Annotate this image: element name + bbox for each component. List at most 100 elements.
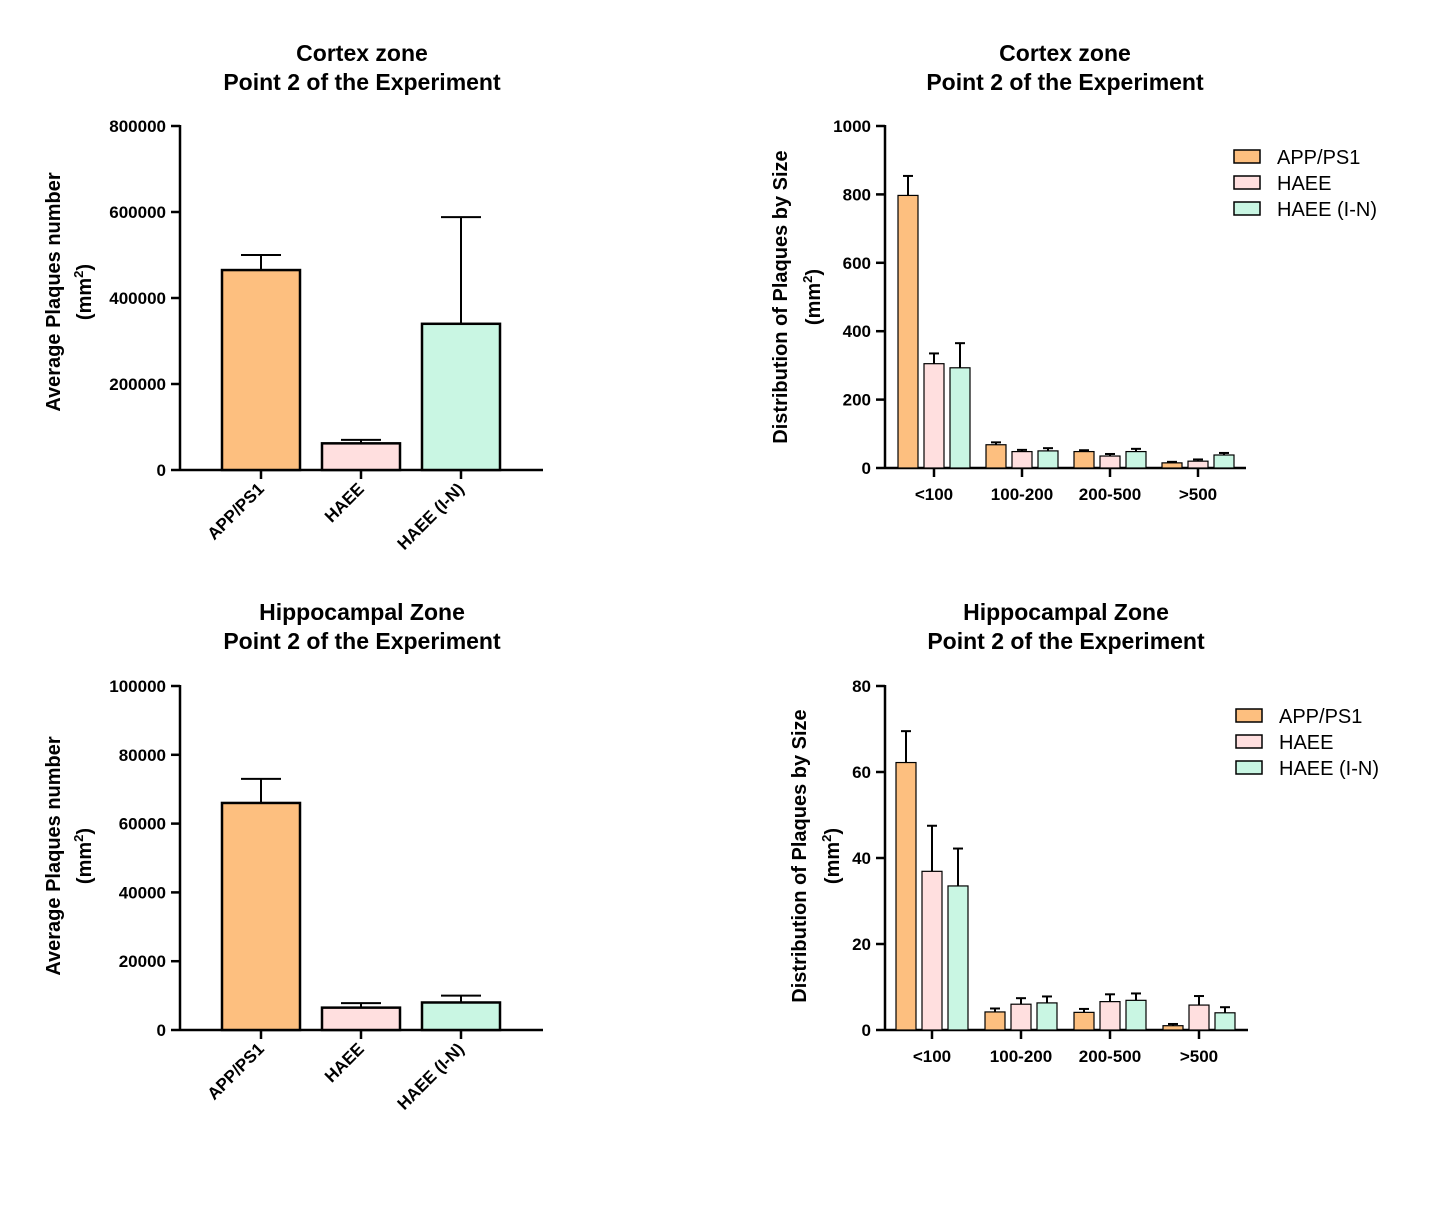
y-axis-label: Distribution of Plaques by Size	[789, 709, 811, 1002]
y-axis-unit-superscript: 2	[800, 276, 815, 283]
x-tick-label: APP/PS1	[204, 479, 268, 543]
y-axis-unit: (mm2)	[800, 269, 825, 325]
bar	[1073, 1011, 1095, 1031]
y-axis-unit-superscript: 2	[71, 835, 86, 842]
chart-title-line-2: Point 2 of the Experiment	[223, 628, 501, 654]
y-tick-label: 400000	[109, 289, 166, 308]
y-tick-label: 400	[843, 322, 871, 341]
bar	[320, 442, 402, 472]
chart-panel-2: Cortex zone Point 2 of the Experiment Dist…	[770, 40, 1377, 504]
bar	[949, 367, 971, 469]
y-tick-label: 200000	[109, 375, 166, 394]
chart-panel-1: Cortex zone Point 2 of the Experiment Aver…	[43, 40, 543, 554]
x-tick-label: 100-200	[991, 485, 1053, 504]
y-tick-label: 200	[843, 391, 871, 410]
y-axis-unit-close: )	[803, 269, 825, 276]
bar	[923, 363, 945, 469]
y-tick-label: 20000	[119, 952, 166, 971]
x-tick-label: HAEE	[321, 479, 368, 526]
bar	[984, 1011, 1006, 1031]
chart-title-line-1: Cortex zone	[296, 40, 428, 66]
x-tick-label: HAEE	[321, 1039, 368, 1086]
y-tick-label: 800000	[109, 117, 166, 136]
legend-label: HAEE	[1279, 732, 1333, 754]
x-tick-label: 200-500	[1079, 1047, 1141, 1066]
x-tick-label: HAEE (I-N)	[394, 1039, 468, 1113]
bar	[1036, 1002, 1058, 1031]
bar	[1214, 1012, 1236, 1031]
bar	[985, 444, 1007, 469]
x-tick-label: HAEE (I-N)	[394, 479, 468, 553]
bar	[220, 801, 302, 1032]
y-tick-label: 60000	[119, 815, 166, 834]
legend-swatch	[1233, 149, 1261, 164]
bar	[1073, 450, 1095, 469]
y-tick-label: 80	[852, 677, 871, 696]
x-tick-label: 200-500	[1079, 485, 1141, 504]
bar	[895, 761, 917, 1031]
y-tick-label: 0	[862, 1021, 871, 1040]
y-tick-label: 600	[843, 254, 871, 273]
bar	[1162, 1025, 1184, 1031]
y-axis-unit-text: (mm	[822, 842, 844, 884]
y-tick-label: 0	[157, 1021, 166, 1040]
y-tick-label: 0	[862, 459, 871, 478]
y-axis-unit: (mm2)	[819, 828, 844, 884]
chart-title-line-1: Cortex zone	[999, 40, 1131, 66]
chart-title-line-2: Point 2 of the Experiment	[927, 628, 1205, 654]
bar	[1037, 450, 1059, 469]
bar	[921, 870, 943, 1031]
chart-title-line-1: Hippocampal Zone	[259, 599, 465, 625]
bar	[420, 322, 502, 472]
bar	[947, 885, 969, 1031]
y-axis-unit-close: )	[74, 828, 96, 835]
legend-label: HAEE (I-N)	[1277, 199, 1377, 221]
chart-panel-4: Hippocampal Zone Point 2 of the Experimen…	[789, 599, 1379, 1066]
y-axis-unit-superscript: 2	[819, 835, 834, 842]
bar	[1125, 450, 1147, 469]
y-axis-unit-text: (mm	[74, 278, 96, 320]
legend-label: HAEE	[1277, 173, 1331, 195]
y-tick-label: 1000	[833, 117, 871, 136]
legend-swatch	[1233, 175, 1261, 190]
y-tick-label: 60	[852, 763, 871, 782]
y-axis-unit-text: (mm	[74, 842, 96, 884]
y-axis-label: Distribution of Plaques by Size	[770, 150, 792, 443]
y-axis-label: Average Plaques number	[43, 736, 65, 976]
y-tick-label: 100000	[109, 677, 166, 696]
x-tick-label: >500	[1180, 1047, 1218, 1066]
bar	[1099, 455, 1121, 469]
legend-label: HAEE (I-N)	[1279, 758, 1379, 780]
bar	[897, 194, 919, 469]
bar	[1099, 1001, 1121, 1031]
y-axis-unit-close: )	[822, 828, 844, 835]
bar	[1161, 462, 1183, 469]
legend-swatch	[1235, 708, 1263, 723]
x-tick-label: <100	[913, 1047, 951, 1066]
y-axis-label: Average Plaques number	[43, 172, 65, 412]
legend-label: APP/PS1	[1277, 147, 1360, 169]
y-axis-unit-superscript: 2	[71, 271, 86, 278]
bar	[1010, 1003, 1032, 1031]
y-tick-label: 600000	[109, 203, 166, 222]
x-tick-label: 100-200	[990, 1047, 1052, 1066]
bar	[1187, 460, 1209, 469]
bar	[1213, 454, 1235, 469]
y-tick-label: 800	[843, 185, 871, 204]
bar	[320, 1006, 402, 1032]
legend-swatch	[1235, 734, 1263, 749]
y-tick-label: 80000	[119, 746, 166, 765]
x-tick-label: >500	[1179, 485, 1217, 504]
legend-label: APP/PS1	[1279, 706, 1362, 728]
bar	[1125, 999, 1147, 1031]
bar	[1011, 450, 1033, 469]
chart-title-line-2: Point 2 of the Experiment	[926, 69, 1204, 95]
y-axis-unit-text: (mm	[803, 283, 825, 325]
y-axis-unit: (mm2)	[71, 828, 96, 884]
legend-swatch	[1235, 760, 1263, 775]
bar	[220, 268, 302, 472]
legend-swatch	[1233, 201, 1261, 216]
y-axis-unit: (mm2)	[71, 264, 96, 320]
chart-panel-3: Hippocampal Zone Point 2 of the Experimen…	[43, 599, 543, 1114]
